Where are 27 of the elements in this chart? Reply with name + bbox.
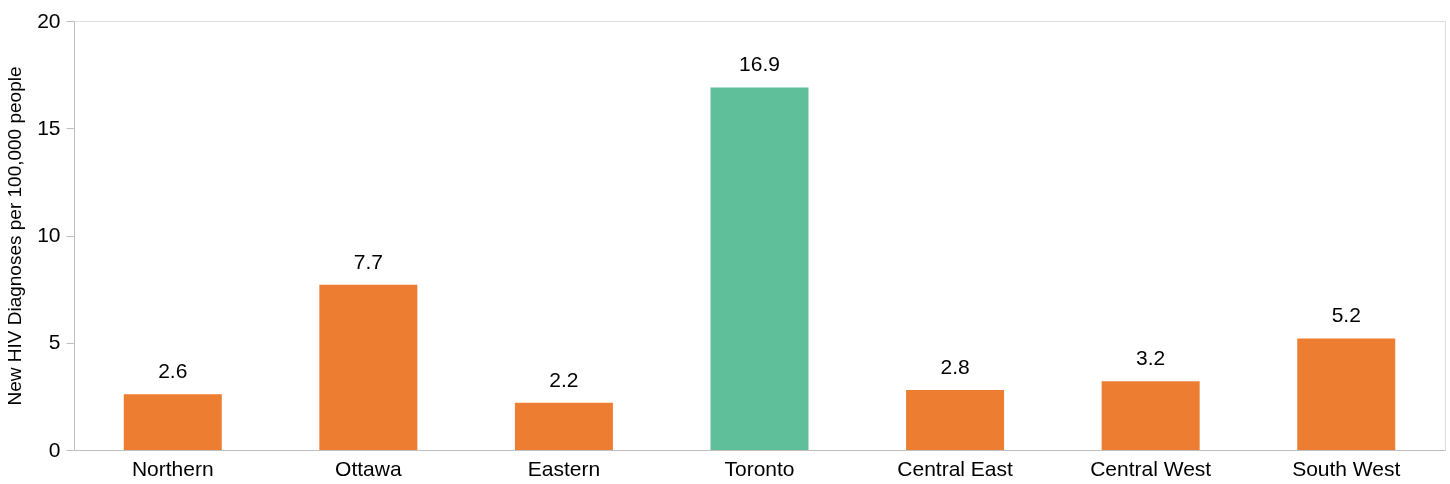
- x-tick-label: Central West: [1090, 456, 1212, 480]
- bar: [1297, 338, 1396, 450]
- x-tick-label: Toronto: [724, 456, 795, 480]
- x-tick-label: South West: [1292, 456, 1401, 480]
- bar: [123, 394, 222, 450]
- bar: [1101, 381, 1200, 450]
- data-label: 5.2: [1331, 303, 1361, 327]
- data-label: 2.6: [158, 359, 188, 383]
- x-tick-label: Ottawa: [335, 456, 402, 480]
- y-tick-label: 10: [37, 223, 61, 246]
- y-tick-label: 20: [37, 8, 61, 32]
- data-label: 3.2: [1136, 346, 1166, 370]
- y-tick-label: 15: [37, 115, 61, 139]
- y-axis-title: New HIV Diagnoses per 100,000 people: [4, 66, 26, 406]
- bar: [710, 87, 809, 450]
- data-label: 2.2: [549, 367, 579, 391]
- data-label: 2.8: [940, 354, 970, 378]
- bar: [906, 389, 1005, 450]
- x-tick-label: Northern: [131, 456, 214, 480]
- x-tick-label: Central East: [897, 456, 1014, 480]
- data-label: 16.9: [739, 52, 780, 76]
- bar: [319, 284, 418, 450]
- y-tick-label: 0: [48, 437, 61, 461]
- data-label: 7.7: [353, 249, 383, 273]
- y-tick-label: 5: [48, 330, 61, 354]
- bar: [514, 402, 613, 450]
- x-tick-label: Eastern: [527, 456, 601, 480]
